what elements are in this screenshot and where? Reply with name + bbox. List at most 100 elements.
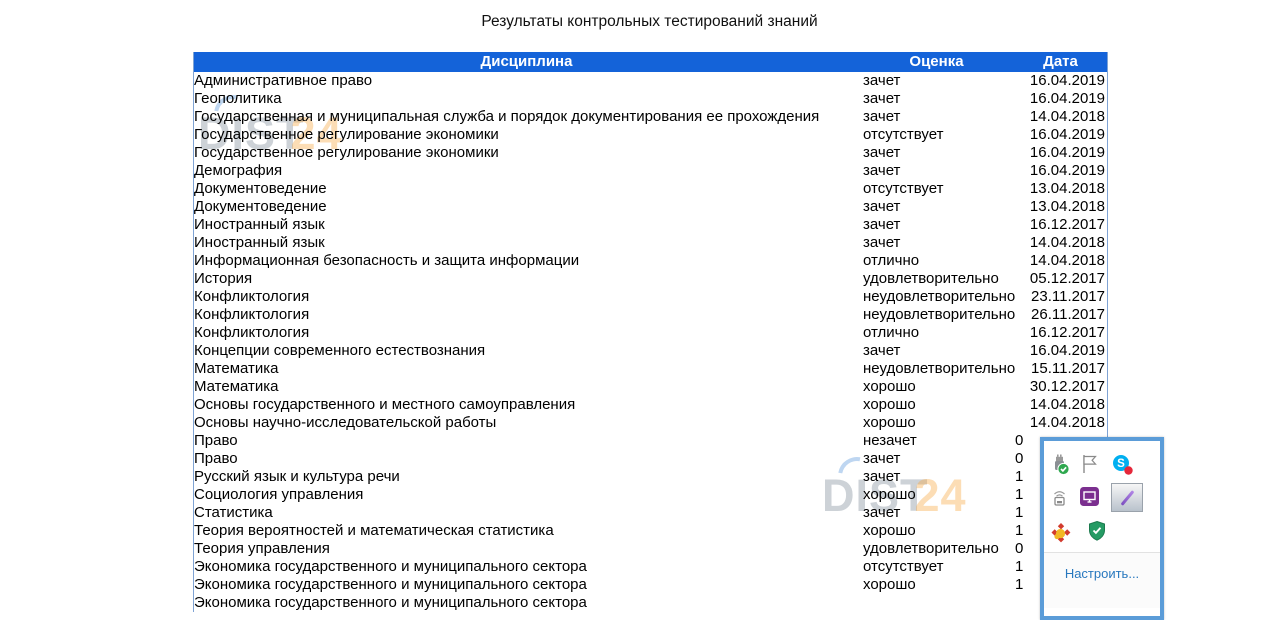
date-cell: 15.11.2017 <box>1031 360 1105 377</box>
results-table: Дисциплина Оценка Дата Административное … <box>193 52 1108 612</box>
date-cell: 16.04.2019 <box>1029 144 1105 161</box>
grade-cell: незачет <box>863 432 917 449</box>
tray-footer: Настроить... <box>1044 553 1160 608</box>
discipline-cell: Административное право <box>194 72 373 89</box>
table-row: Математика неудовлетворительно 15.11.2017 <box>194 360 1107 378</box>
table-row: Иностранный язык зачет 16.12.2017 <box>194 216 1107 234</box>
table-row: Административное право зачет 16.04.2019 <box>194 72 1107 90</box>
table-row: Конфликтология отлично 16.12.2017 <box>194 324 1107 342</box>
grade-cell: зачет <box>863 90 901 107</box>
grade-cell: удовлетворительно <box>863 270 999 287</box>
customize-link[interactable]: Настроить... <box>1064 566 1140 581</box>
date-cell: 14.04.2018 <box>1029 234 1105 251</box>
discipline-cell: Экономика государственного и муниципальн… <box>194 576 587 593</box>
discipline-cell: Теория управления <box>194 540 330 557</box>
discipline-cell: История <box>194 270 253 287</box>
grade-cell: зачет <box>863 468 901 485</box>
discipline-cell: Концепции современного естествознания <box>194 342 486 359</box>
discipline-cell: Конфликтология <box>194 306 310 323</box>
table-row: Демография зачет 16.04.2019 <box>194 162 1107 180</box>
tray-overflow-popup: S <box>1040 437 1164 620</box>
grade-cell: отсутствует <box>863 558 944 575</box>
discipline-cell: Право <box>194 432 238 449</box>
pen-input-icon[interactable] <box>1111 483 1143 512</box>
table-row: Информационная безопасность и защита инф… <box>194 252 1107 270</box>
date-cell: 16.04.2019 <box>1029 90 1105 107</box>
discipline-cell: Геополитика <box>194 90 282 107</box>
table-row: Право незачет 0 <box>194 432 1107 450</box>
discipline-cell: Государственная и муниципальная служба и… <box>194 108 820 125</box>
grade-cell: хорошо <box>863 378 916 395</box>
grade-cell: зачет <box>863 72 901 89</box>
table-row: Социология управления хорошо 1 <box>194 486 1107 504</box>
watermark-text: 24 <box>290 108 343 159</box>
grade-cell: хорошо <box>863 414 916 431</box>
watermark-dist24: DIST24 <box>198 87 343 160</box>
skype-icon[interactable]: S <box>1112 454 1134 476</box>
date-cell: 1 <box>1015 558 1024 575</box>
header-date: Дата <box>1043 53 1078 70</box>
grade-cell: хорошо <box>863 522 916 539</box>
discipline-cell: Русский язык и культура речи <box>194 468 400 485</box>
date-cell: 16.04.2019 <box>1029 72 1105 89</box>
usb-safely-remove-icon[interactable] <box>1049 454 1071 476</box>
watermark-text: DIST <box>198 108 305 159</box>
grade-cell: зачет <box>863 108 901 125</box>
grade-cell: зачет <box>863 504 901 521</box>
wireless-device-icon[interactable] <box>1049 486 1071 508</box>
discipline-cell: Демография <box>194 162 283 179</box>
date-cell: 16.12.2017 <box>1029 216 1105 233</box>
table-row: Государственное регулирование экономики о… <box>194 126 1107 144</box>
date-cell: 05.12.2017 <box>1029 270 1105 287</box>
date-cell: 16.04.2019 <box>1029 126 1105 143</box>
discipline-cell: Социология управления <box>194 486 364 503</box>
table-row: Государственная и муниципальная служба и… <box>194 108 1107 126</box>
table-row: Право зачет 0 <box>194 450 1107 468</box>
grade-cell: зачет <box>863 144 901 161</box>
page-title: Результаты контрольных тестирований знан… <box>481 13 818 30</box>
discipline-cell: Конфликтология <box>194 324 310 341</box>
grade-cell: зачет <box>863 162 901 179</box>
table-row: Статистика зачет 1 <box>194 504 1107 522</box>
watermark-text: DIST <box>822 470 929 521</box>
table-row: Математика хорошо 30.12.2017 <box>194 378 1107 396</box>
grade-cell: отлично <box>863 324 920 341</box>
table-row: Документоведение отсутствует 13.04.2018 <box>194 180 1107 198</box>
table-row: Геополитика зачет 16.04.2019 <box>194 90 1107 108</box>
date-cell: 16.04.2019 <box>1029 342 1105 359</box>
grade-cell: зачет <box>863 450 901 467</box>
discipline-cell: Иностранный язык <box>194 216 325 233</box>
table-row: Теория управления удовлетворительно 0 <box>194 540 1107 558</box>
date-cell: 14.04.2018 <box>1029 396 1105 413</box>
table-body: Административное право зачет 16.04.2019 Гео… <box>194 72 1107 612</box>
table-row: Экономика государственного и муниципальн… <box>194 594 1107 612</box>
date-cell: 14.04.2018 <box>1029 252 1105 269</box>
tray-popup-inner: S <box>1044 441 1160 608</box>
discipline-cell: Конфликтология <box>194 288 310 305</box>
grade-cell: неудовлетворительно <box>863 360 1016 377</box>
watermark-dist24: DIST24 <box>822 449 967 522</box>
grade-cell: отлично <box>863 252 920 269</box>
date-cell: 16.12.2017 <box>1029 324 1105 341</box>
date-cell: 0 <box>1015 432 1024 449</box>
watermark-text: 24 <box>914 470 967 521</box>
table-row: Иностранный язык зачет 14.04.2018 <box>194 234 1107 252</box>
grade-cell: хорошо <box>863 486 916 503</box>
table-row: Теория вероятностей и математическая ста… <box>194 522 1107 540</box>
date-cell: 13.04.2018 <box>1029 180 1105 197</box>
grade-cell: зачет <box>863 342 901 359</box>
grade-cell: зачет <box>863 234 901 251</box>
remote-app-icon[interactable] <box>1079 486 1101 508</box>
table-row: Документоведение зачет 13.04.2018 <box>194 198 1107 216</box>
discipline-cell: Математика <box>194 360 279 377</box>
table-row: Конфликтология неудовлетворительно 26.11.2… <box>194 306 1107 324</box>
security-shield-icon[interactable] <box>1086 520 1108 542</box>
date-cell: 26.11.2017 <box>1031 306 1105 323</box>
date-cell: 1 <box>1015 522 1024 539</box>
flower-switcher-icon[interactable] <box>1050 522 1072 544</box>
discipline-cell: Государственное регулирование экономики <box>194 126 499 143</box>
date-cell: 1 <box>1015 468 1024 485</box>
discipline-cell: Документоведение <box>194 180 327 197</box>
date-cell: 13.04.2018 <box>1029 198 1105 215</box>
flag-icon[interactable] <box>1080 453 1102 475</box>
